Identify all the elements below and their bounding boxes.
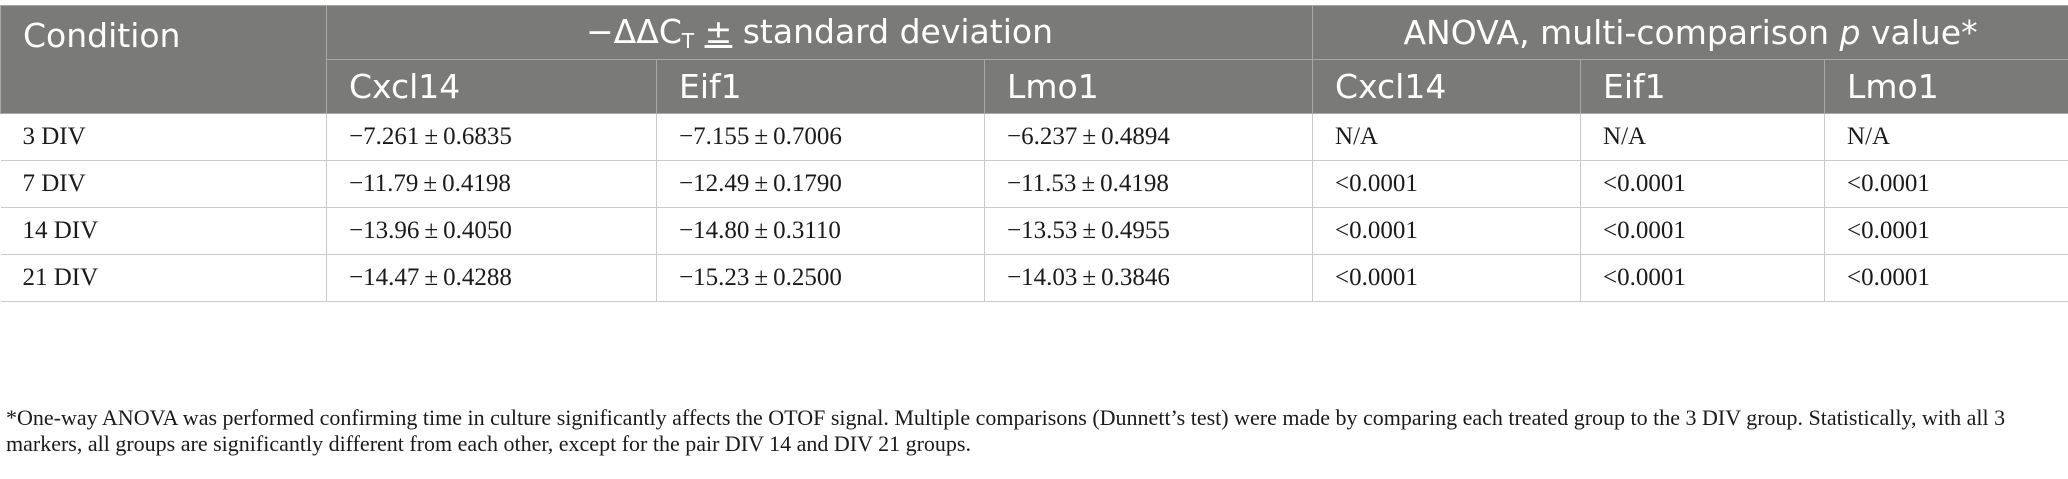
header-anova-suffix: value* [1860, 13, 1978, 52]
header-anova-italic: p [1839, 13, 1861, 52]
subheader-anova-eif1: Eif1 [1580, 59, 1826, 114]
cell-anova-cxcl14: N/A [1312, 113, 1582, 161]
header-anova-prefix: ANOVA, multi-comparison [1403, 13, 1840, 52]
cell-ddct-lmo1: −13.53 ± 0.4955 [983, 207, 1314, 255]
subheader-ddct-eif1: Eif1 [656, 59, 985, 114]
cell-ddct-lmo1: −11.53 ± 0.4198 [983, 160, 1314, 208]
subheader-anova-lmo1: Lmo1 [1824, 59, 2068, 114]
cell-ddct-cxcl14: −13.96 ± 0.4050 [326, 207, 657, 255]
cell-ddct-eif1: −15.23 ± 0.2500 [656, 254, 985, 302]
table-body: 3 DIV −7.261 ± 0.6835 −7.155 ± 0.7006 −6… [0, 113, 2068, 302]
cell-ddct-cxcl14: −7.261 ± 0.6835 [326, 113, 657, 161]
header-ddct-pm: ± [704, 12, 733, 51]
cell-ddct-lmo1: −14.03 ± 0.3846 [983, 254, 1314, 302]
cell-ddct-eif1: −7.155 ± 0.7006 [656, 113, 985, 161]
cell-anova-eif1: N/A [1580, 113, 1826, 161]
cell-condition: 3 DIV [0, 113, 327, 161]
cell-anova-lmo1: <0.0001 [1824, 207, 2068, 255]
subheader-ddct-cxcl14: Cxcl14 [326, 59, 657, 114]
cell-anova-lmo1: N/A [1824, 113, 2068, 161]
header-condition: Condition [0, 5, 327, 114]
table-row: 21 DIV −14.47 ± 0.4288 −15.23 ± 0.2500 −… [0, 254, 2068, 302]
cell-anova-eif1: <0.0001 [1580, 207, 1826, 255]
cell-condition: 14 DIV [0, 207, 327, 255]
header-row-1: Condition −ΔΔCT ± standard deviation ANO… [0, 5, 2068, 114]
cell-anova-eif1: <0.0001 [1580, 254, 1826, 302]
subheader-anova-cxcl14: Cxcl14 [1312, 59, 1582, 114]
data-table: Condition −ΔΔCT ± standard deviation ANO… [0, 5, 2068, 302]
header-row-2: Cxcl14 Eif1 Lmo1 Cxcl14 Eif1 Lmo1 [1, 59, 2068, 114]
cell-anova-lmo1: <0.0001 [1824, 160, 2068, 208]
cell-anova-cxcl14: <0.0001 [1312, 207, 1582, 255]
cell-ddct-cxcl14: −14.47 ± 0.4288 [326, 254, 657, 302]
header-ddct-subscript: T [681, 29, 695, 53]
subheader-ddct-lmo1: Lmo1 [983, 59, 1314, 114]
cell-condition: 21 DIV [0, 254, 327, 302]
table-row: 3 DIV −7.261 ± 0.6835 −7.155 ± 0.7006 −6… [0, 113, 2068, 161]
cell-ddct-eif1: −12.49 ± 0.1790 [656, 160, 985, 208]
header-group-anova: ANOVA, multi-comparison p value* [1312, 5, 2068, 60]
cell-ddct-eif1: −14.80 ± 0.3110 [656, 207, 985, 255]
header-ddct-prefix: −ΔΔC [586, 12, 682, 51]
cell-anova-lmo1: <0.0001 [1824, 254, 2068, 302]
cell-anova-eif1: <0.0001 [1580, 160, 1826, 208]
table-header: Condition −ΔΔCT ± standard deviation ANO… [0, 5, 2068, 114]
cell-anova-cxcl14: <0.0001 [1312, 160, 1582, 208]
table-row: 7 DIV −11.79 ± 0.4198 −12.49 ± 0.1790 −1… [0, 160, 2068, 208]
cell-ddct-lmo1: −6.237 ± 0.4894 [983, 113, 1314, 161]
header-ddct-suffix: standard deviation [742, 12, 1053, 51]
cell-ddct-cxcl14: −11.79 ± 0.4198 [326, 160, 657, 208]
cell-anova-cxcl14: <0.0001 [1312, 254, 1582, 302]
header-group-ddct: −ΔΔCT ± standard deviation [325, 5, 1314, 60]
cell-condition: 7 DIV [0, 160, 327, 208]
table-footnote: *One-way ANOVA was performed confirming … [6, 405, 2006, 456]
table-row: 14 DIV −13.96 ± 0.4050 −14.80 ± 0.3110 −… [0, 207, 2068, 255]
